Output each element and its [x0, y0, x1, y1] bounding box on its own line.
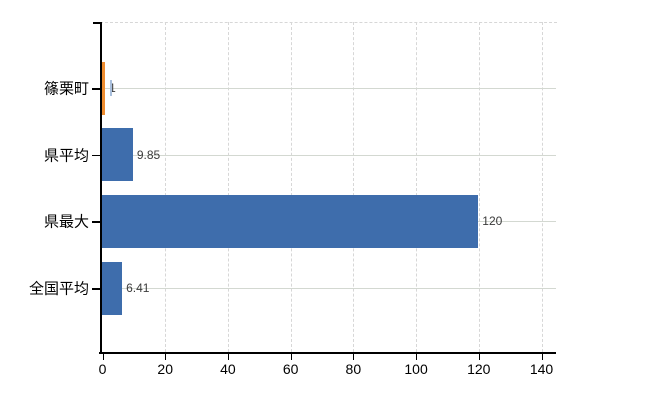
- bar-default: [102, 128, 133, 182]
- bar-value-label: 9.85: [136, 147, 161, 162]
- x-axis-tick: [290, 354, 292, 360]
- category-gridline: [102, 288, 556, 289]
- category-gridline: [102, 154, 556, 156]
- x-axis-tick: [353, 354, 355, 360]
- bar-default: [102, 194, 479, 248]
- x-axis-tick-label: 0: [98, 361, 107, 377]
- bar-value-label: 1: [109, 81, 116, 95]
- plot-top-gridline: [100, 22, 557, 23]
- x-axis-tick: [541, 354, 543, 360]
- x-gridline: [290, 22, 292, 352]
- x-axis-tick-label: 40: [220, 361, 236, 377]
- x-axis-tick-label: 140: [529, 361, 554, 377]
- category-label: 県最大: [43, 213, 89, 231]
- category-label: 全国平均: [28, 280, 89, 298]
- x-axis-tick-label: 100: [404, 361, 428, 377]
- x-gridline: [165, 22, 167, 352]
- x-axis-tick: [102, 354, 104, 360]
- category-label: 篠栗町: [43, 80, 89, 98]
- x-gridline: [227, 22, 229, 352]
- y-axis-tick: [92, 221, 100, 223]
- x-axis-tick: [165, 354, 167, 360]
- x-gridline: [541, 22, 543, 352]
- bar-value-label: 120: [482, 214, 503, 229]
- stray-caret-mark: [110, 80, 112, 96]
- x-axis-tick-label: 60: [282, 361, 299, 377]
- x-axis-tick-label: 20: [157, 361, 173, 377]
- x-gridline: [353, 22, 355, 352]
- x-gridline: [416, 22, 418, 352]
- x-axis-tick-label: 80: [345, 361, 362, 377]
- y-axis-tick: [92, 288, 100, 290]
- x-axis-tick: [227, 354, 229, 360]
- category-label: 県平均: [43, 147, 89, 165]
- category-gridline: [102, 88, 556, 89]
- bar-default: [102, 261, 123, 315]
- bar-highlighted: [102, 61, 106, 115]
- x-axis-tick-label: 120: [467, 361, 491, 377]
- y-axis-top-tick: [93, 22, 100, 24]
- y-axis-tick: [92, 88, 100, 90]
- x-axis-tick: [478, 354, 480, 360]
- x-gridline: [478, 22, 480, 352]
- y-axis-tick: [92, 154, 100, 157]
- y-axis-line: [100, 22, 102, 354]
- x-axis-tick: [416, 354, 418, 360]
- bar-value-label: 6.41: [126, 281, 150, 295]
- x-axis-line: [99, 352, 556, 354]
